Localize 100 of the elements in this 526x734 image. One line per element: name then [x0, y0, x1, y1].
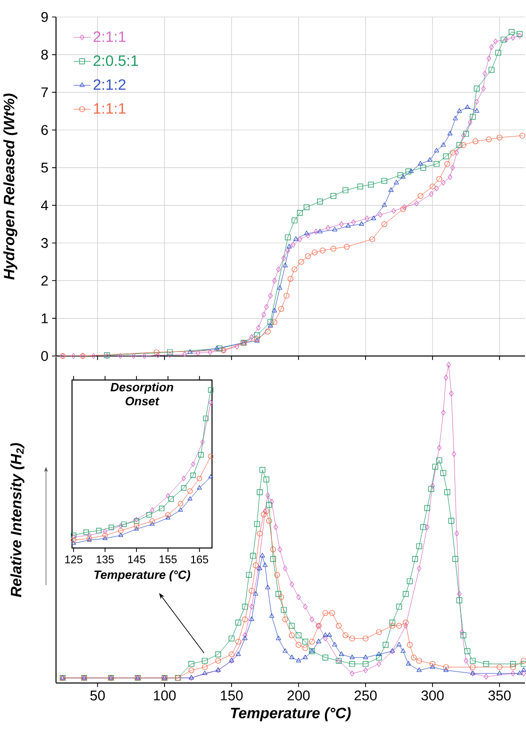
point — [382, 642, 388, 648]
point — [108, 524, 114, 530]
point — [428, 191, 434, 197]
point — [215, 658, 221, 664]
y-axis-title: Relative Intensity (H$_{2}$) — [10, 443, 24, 598]
point — [316, 198, 323, 204]
point — [440, 470, 446, 476]
point — [312, 250, 318, 256]
point — [376, 651, 382, 656]
point — [440, 180, 446, 186]
point — [412, 556, 418, 562]
point — [254, 521, 260, 527]
point — [102, 532, 108, 538]
legend-label: 2:0.5:1 — [93, 55, 138, 66]
point — [182, 351, 187, 358]
point — [434, 185, 439, 192]
point — [508, 29, 514, 35]
x-tick-label: 155 — [160, 556, 177, 564]
point — [326, 632, 332, 637]
point — [178, 507, 183, 512]
point — [342, 187, 348, 194]
point — [235, 638, 242, 645]
point — [289, 654, 294, 660]
point — [71, 353, 76, 359]
point — [516, 670, 522, 676]
point — [436, 176, 442, 182]
point — [450, 150, 456, 156]
point — [289, 582, 294, 588]
point — [322, 632, 328, 637]
point — [298, 236, 302, 242]
point — [234, 344, 240, 350]
point — [510, 34, 516, 41]
point — [446, 362, 451, 368]
point — [283, 292, 290, 299]
point — [280, 606, 287, 613]
point — [287, 276, 294, 282]
point — [376, 661, 382, 667]
point — [349, 654, 355, 660]
point — [470, 658, 476, 664]
point — [260, 512, 266, 518]
point — [405, 168, 412, 174]
point — [310, 616, 314, 622]
y-tick-label: 5 — [41, 162, 48, 173]
point — [342, 632, 348, 638]
point — [277, 285, 282, 290]
point — [252, 562, 258, 568]
point — [486, 136, 492, 142]
legend-label: 2:1:2 — [93, 79, 126, 90]
point — [96, 528, 102, 534]
point — [102, 536, 108, 540]
point — [267, 319, 274, 325]
point — [474, 98, 479, 105]
point — [418, 161, 423, 166]
point — [474, 108, 480, 113]
x-tick-label: 145 — [128, 556, 146, 564]
point — [102, 528, 108, 534]
point — [87, 532, 92, 538]
point — [290, 242, 296, 248]
point — [357, 184, 363, 190]
point — [448, 174, 452, 180]
point — [452, 556, 458, 562]
point — [282, 262, 288, 268]
point — [456, 108, 462, 113]
x-tick-label: 200 — [287, 690, 310, 700]
point — [402, 620, 409, 626]
point — [452, 451, 456, 457]
y-tick-label: 7 — [41, 88, 48, 98]
point — [510, 661, 516, 667]
chart-title: Desorption Onset — [110, 382, 174, 406]
point — [402, 591, 409, 597]
point — [436, 457, 442, 464]
point — [440, 142, 446, 147]
point — [268, 292, 273, 299]
x-tick-label: 125 — [65, 556, 82, 564]
point — [336, 622, 342, 629]
point — [388, 187, 394, 192]
point — [416, 667, 422, 672]
point — [406, 661, 411, 666]
point — [456, 591, 462, 597]
point — [442, 664, 449, 670]
point — [520, 667, 526, 672]
point — [202, 664, 208, 670]
point — [276, 266, 281, 272]
point — [460, 629, 464, 636]
point — [272, 308, 277, 312]
point — [187, 349, 192, 354]
point — [242, 616, 248, 622]
point — [180, 485, 186, 491]
point — [266, 518, 272, 524]
point — [302, 638, 308, 645]
point — [216, 346, 222, 352]
point — [456, 142, 462, 148]
point — [254, 332, 260, 338]
point — [284, 234, 291, 240]
point — [351, 219, 356, 226]
point — [510, 664, 516, 670]
point — [302, 654, 308, 660]
point — [304, 253, 311, 260]
point — [308, 638, 315, 645]
y-tick-label: 0 — [41, 351, 48, 361]
